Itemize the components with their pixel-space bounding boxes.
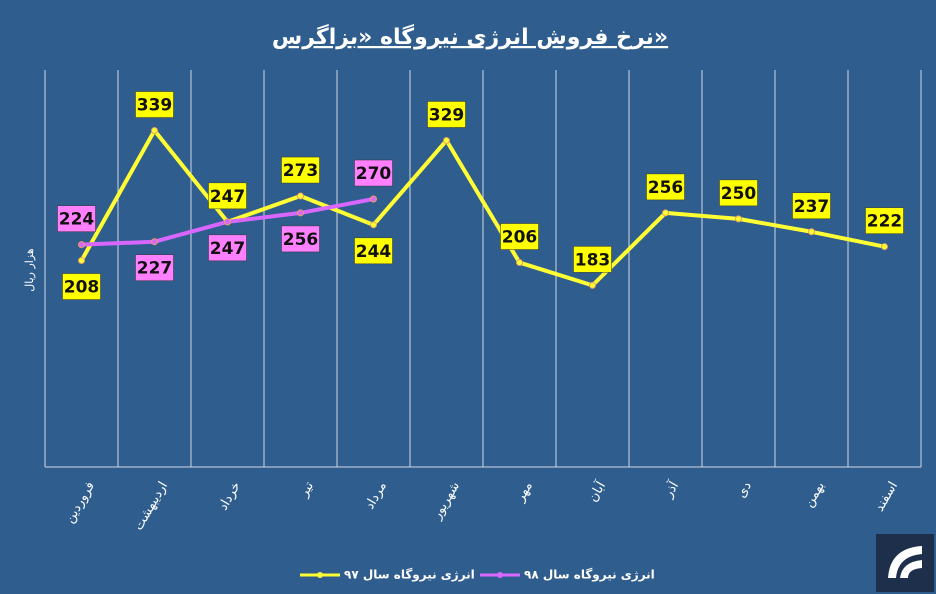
data-label-text: 247 bbox=[210, 187, 246, 207]
data-label: 256 bbox=[646, 173, 685, 201]
point-marker bbox=[224, 218, 231, 226]
data-label: 270 bbox=[354, 159, 393, 187]
point-marker bbox=[881, 243, 888, 251]
data-label-box bbox=[281, 225, 320, 253]
data-label-box bbox=[865, 207, 904, 234]
data-label-text: 206 bbox=[502, 228, 538, 248]
data-label-box bbox=[646, 173, 685, 201]
data-label-text: 256 bbox=[283, 230, 319, 250]
point-marker bbox=[443, 136, 450, 144]
data-label-box bbox=[62, 273, 101, 300]
legend-marker bbox=[497, 572, 503, 578]
data-label-text: 250 bbox=[721, 184, 757, 204]
data-label-box bbox=[500, 223, 539, 250]
data-label-text: 208 bbox=[64, 278, 100, 298]
point-marker bbox=[808, 228, 815, 236]
point-marker bbox=[78, 257, 85, 265]
data-label: 222 bbox=[865, 207, 904, 234]
data-label-text: 273 bbox=[283, 161, 319, 181]
data-label: 244 bbox=[354, 237, 393, 265]
data-label-box bbox=[427, 101, 466, 128]
data-label-box bbox=[719, 179, 758, 207]
data-label-text: 222 bbox=[867, 212, 903, 232]
data-label-text: 339 bbox=[137, 96, 173, 116]
data-label: 247 bbox=[208, 234, 247, 262]
point-marker bbox=[370, 221, 377, 229]
data-label: 227 bbox=[135, 254, 174, 281]
data-label-box bbox=[354, 159, 393, 187]
point-marker bbox=[516, 259, 523, 267]
data-label-box bbox=[135, 91, 174, 118]
legend-label: انرژی نیروگاه سال ۹۸ bbox=[524, 568, 655, 583]
point-marker bbox=[297, 209, 304, 217]
data-label-box bbox=[208, 234, 247, 262]
data-label-text: 224 bbox=[59, 210, 95, 230]
data-label: 208 bbox=[62, 273, 101, 300]
data-label: 206 bbox=[500, 223, 539, 250]
data-label-box bbox=[573, 246, 612, 273]
data-label-box bbox=[354, 237, 393, 265]
data-label-text: 244 bbox=[356, 242, 392, 262]
data-label-text: 237 bbox=[794, 197, 830, 217]
data-label: 224 bbox=[57, 205, 96, 232]
data-label-box bbox=[208, 182, 247, 210]
data-label: 247 bbox=[208, 182, 247, 210]
data-label: 183 bbox=[573, 246, 612, 273]
data-label: 273 bbox=[281, 156, 320, 184]
x-tick-label: دی bbox=[734, 479, 755, 501]
x-tick-label: تیر bbox=[296, 479, 317, 500]
data-label: 329 bbox=[427, 101, 466, 128]
point-marker bbox=[151, 238, 158, 246]
data-label: 250 bbox=[719, 179, 758, 207]
y-axis-label: هزار ریال bbox=[23, 248, 36, 292]
point-marker bbox=[735, 215, 742, 223]
data-label-box bbox=[57, 205, 96, 232]
chart-title: نرخ فروش انرژی نیروگاه «بزاگرس» bbox=[272, 23, 668, 50]
data-label: 256 bbox=[281, 225, 320, 253]
data-label-box bbox=[281, 156, 320, 184]
legend-label: انرژی نیروگاه سال ۹۷ bbox=[344, 568, 475, 583]
data-label: 237 bbox=[792, 192, 831, 220]
legend-marker bbox=[317, 572, 323, 578]
data-label-text: 183 bbox=[575, 250, 611, 270]
point-marker bbox=[78, 241, 85, 249]
point-marker bbox=[297, 192, 304, 200]
data-label-box bbox=[792, 192, 831, 220]
point-marker bbox=[662, 209, 669, 217]
point-marker bbox=[589, 281, 596, 289]
data-label: 339 bbox=[135, 91, 174, 118]
data-label-text: 247 bbox=[210, 239, 246, 259]
point-marker bbox=[370, 195, 377, 203]
point-marker bbox=[151, 127, 158, 135]
logo bbox=[876, 534, 934, 592]
data-label-text: 329 bbox=[429, 105, 465, 125]
data-label-box bbox=[135, 254, 174, 281]
data-label-text: 270 bbox=[356, 164, 392, 184]
data-label-text: 227 bbox=[137, 259, 173, 279]
data-label-text: 256 bbox=[648, 178, 684, 198]
